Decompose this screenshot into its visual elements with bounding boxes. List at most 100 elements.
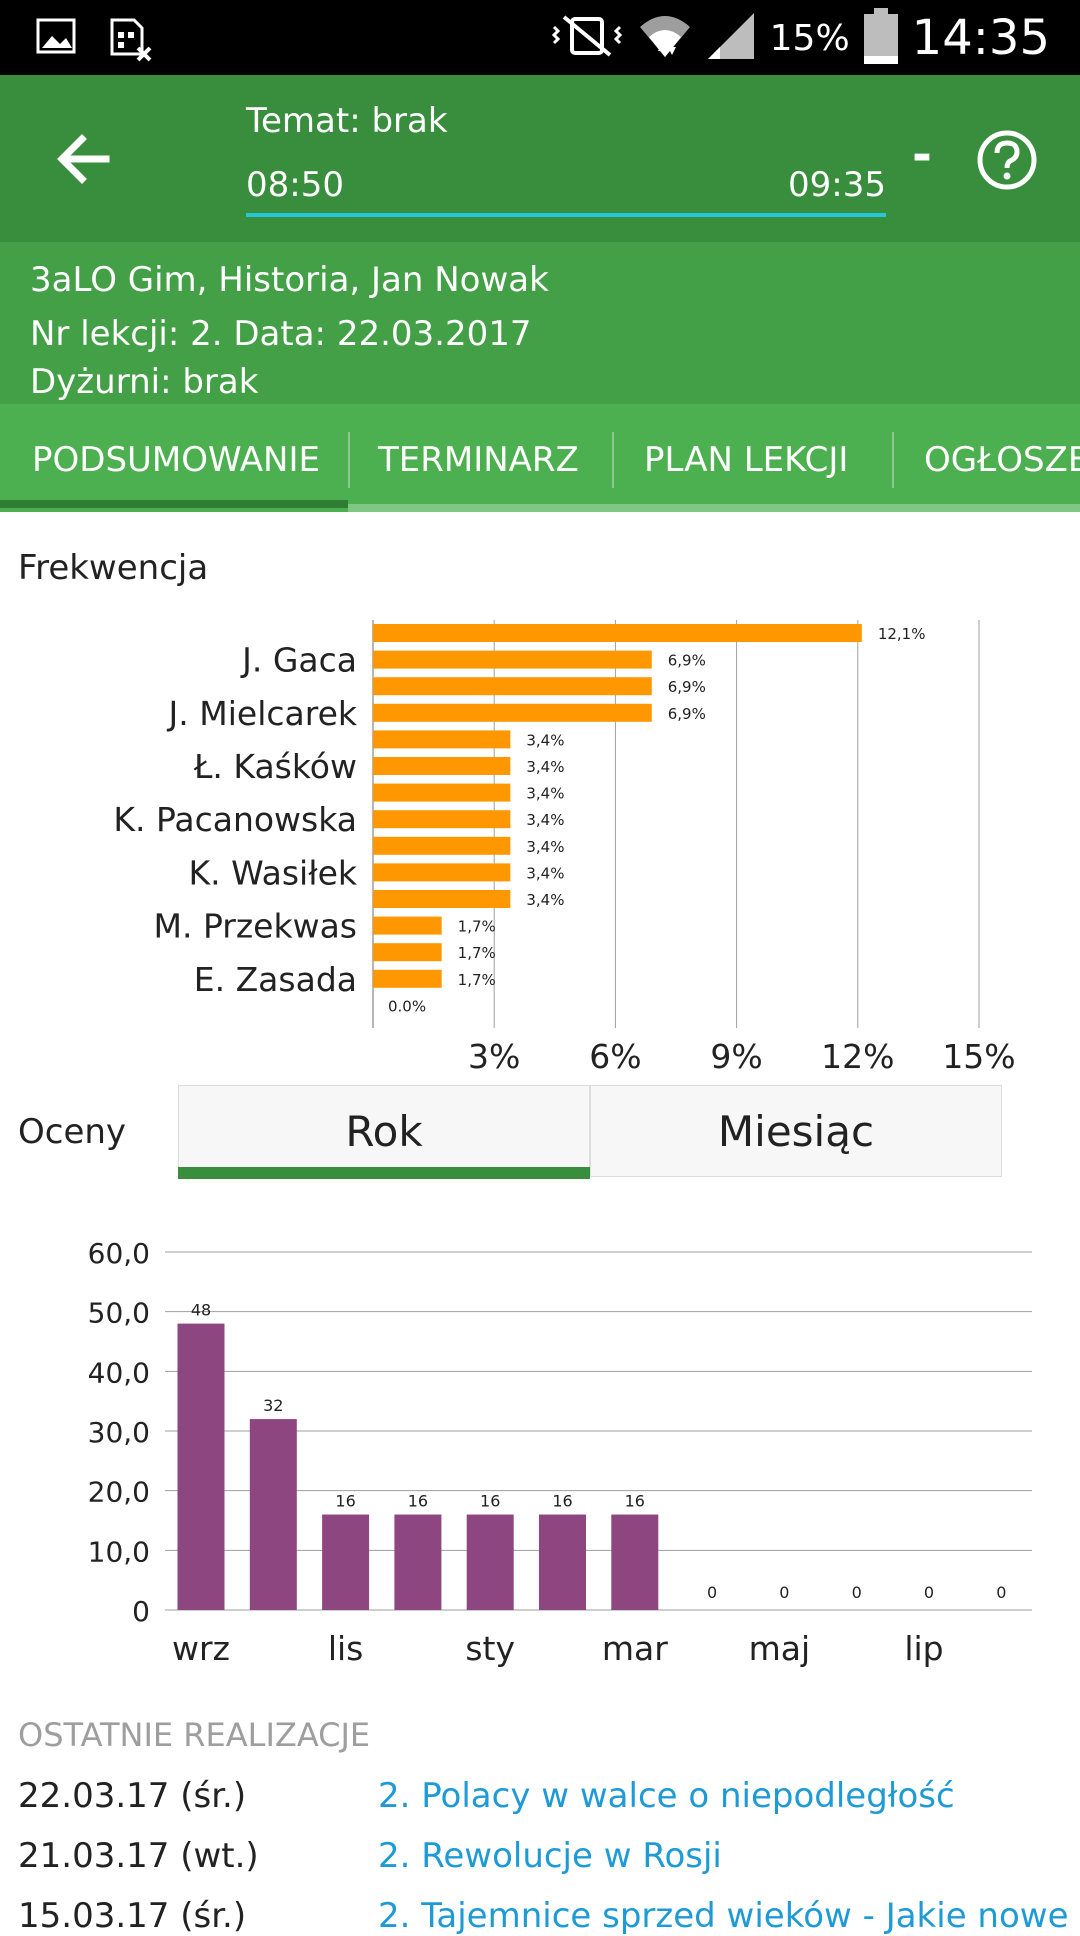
y-tick-label: 60,0: [88, 1237, 150, 1270]
tab-summary[interactable]: PODSUMOWANIE: [32, 440, 320, 480]
x-tick-label: lip: [904, 1629, 943, 1668]
recent-link[interactable]: 2. Polacy w walce o niepodległość: [378, 1776, 955, 1816]
bar-value-label: 3,4%: [526, 758, 564, 776]
bar-value-label: 3,4%: [526, 785, 564, 803]
x-tick-label: 3%: [468, 1037, 520, 1076]
bar-value-label: 0: [852, 1583, 862, 1602]
bar-value-label: 0: [779, 1583, 789, 1602]
bar-value-label: 3,4%: [526, 838, 564, 856]
category-label: K. Wasiłek: [188, 853, 357, 892]
bar-value-label: 3,4%: [526, 891, 564, 909]
segment-indicator: [178, 1167, 590, 1179]
bar-value-label: 6,9%: [668, 652, 706, 670]
battery-icon: [863, 8, 898, 68]
time-end[interactable]: 09:35: [788, 165, 886, 205]
bar: [322, 1514, 370, 1610]
bar: [373, 863, 511, 882]
x-tick-label: 6%: [589, 1037, 641, 1076]
bar-value-label: 16: [480, 1492, 500, 1511]
bar: [539, 1514, 586, 1610]
bar: [373, 836, 511, 855]
segment-year[interactable]: Rok: [178, 1085, 590, 1177]
bar: [177, 1323, 225, 1610]
lesson-topic[interactable]: Temat: brak: [246, 101, 448, 141]
bar: [373, 730, 511, 749]
lesson-class-subject: 3aLO Gim, Historia, Jan Nowak: [30, 260, 549, 300]
x-tick-label: 12%: [821, 1037, 894, 1076]
bar-value-label: 0: [924, 1583, 934, 1602]
bar: [373, 890, 511, 908]
y-tick-label: 0: [132, 1595, 150, 1628]
bar-value-label: 6,9%: [668, 705, 706, 723]
bar: [373, 916, 442, 935]
lesson-duty: Dyżurni: brak: [30, 362, 259, 402]
bar-value-label: 1,7%: [458, 971, 496, 989]
grades-label: Oceny: [18, 1112, 127, 1152]
recent-link[interactable]: 2. Rewolucje w Rosji: [378, 1836, 722, 1876]
bar-value-label: 3,4%: [526, 731, 564, 749]
bar: [373, 783, 511, 802]
category-label: E. Zasada: [194, 960, 357, 999]
bar: [373, 757, 511, 775]
x-tick-label: sty: [465, 1629, 515, 1668]
bar-value-label: 16: [625, 1492, 645, 1511]
status-bar: 15% 14:35: [0, 0, 1080, 75]
x-tick-label: 9%: [710, 1037, 762, 1076]
time-start[interactable]: 08:50: [246, 165, 344, 205]
vibrate-mute-icon: [550, 13, 624, 63]
category-label: J. Mielcarek: [167, 694, 358, 733]
signal-icon: [706, 11, 756, 65]
bar: [466, 1514, 514, 1610]
recent-date: 21.03.17 (wt.): [18, 1836, 259, 1876]
lesson-info: 3aLO Gim, Historia, Jan Nowak Nr lekcji:…: [0, 242, 1080, 404]
bar-value-label: 0: [707, 1583, 717, 1602]
segment-month[interactable]: Miesiąc: [590, 1085, 1002, 1177]
grades-chart-svg: 0 10,0 20,0 30,0 40,0 50,0 60,0 48 wrz 32 16 lis 16 1…: [88, 1237, 1032, 1668]
lesson-number-date: Nr lekcji: 2. Data: 22.03.2017: [30, 314, 532, 354]
category-label: M. Przekwas: [154, 907, 357, 946]
bar: [373, 943, 442, 962]
y-tick-label: 50,0: [88, 1297, 150, 1330]
category-label: K. Pacanowska: [113, 800, 357, 839]
bar-value-label: 12,1%: [878, 625, 926, 643]
bar-value-label: 16: [335, 1492, 355, 1511]
bar-value-label: 16: [552, 1492, 572, 1511]
bar-value-label: 3,4%: [526, 864, 564, 882]
sim-card-off-icon: [108, 18, 154, 66]
tab-announcements[interactable]: OGŁOSZE: [924, 440, 1080, 480]
bar-value-label: 48: [191, 1301, 211, 1320]
bar: [373, 810, 511, 829]
y-tick-label: 10,0: [88, 1535, 150, 1568]
recent-date: 22.03.17 (śr.): [18, 1776, 247, 1816]
battery-percent: 15%: [769, 17, 850, 59]
back-button[interactable]: [52, 127, 116, 191]
tab-indicator: [0, 500, 348, 508]
recent-title: OSTATNIE REALIZACJE: [18, 1716, 371, 1754]
bar-value-label: 0.0%: [388, 997, 426, 1015]
help-circle-icon: [977, 130, 1037, 190]
wifi-icon: [638, 11, 692, 65]
attendance-chart: 12,1% 6,9% 6,9% 6,9% 3,4% 3,4% 3,4% 3,4% 3,4% 3,4…: [0, 600, 1080, 1080]
help-button[interactable]: [976, 129, 1038, 191]
attendance-chart-svg: 12,1% 6,9% 6,9% 6,9% 3,4% 3,4% 3,4% 3,4% 3,4% 3,4…: [113, 620, 1016, 1076]
tab-bar-bottom: [348, 504, 1080, 512]
dash-button[interactable]: -: [912, 127, 932, 183]
recent-link[interactable]: 2. Tajemnice sprzed wieków - Jakie nowe: [378, 1896, 1069, 1936]
lesson-time-field[interactable]: 08:50 09:35: [246, 159, 886, 217]
bar: [373, 624, 862, 642]
x-tick-label: wrz: [172, 1629, 230, 1668]
tab-schedule[interactable]: TERMINARZ: [378, 440, 579, 480]
bar-value-label: 32: [263, 1396, 283, 1415]
attendance-label: Frekwencja: [18, 548, 209, 588]
tab-bar: PODSUMOWANIE TERMINARZ PLAN LEKCJI OGŁOS…: [0, 404, 1080, 512]
x-tick-label: 15%: [942, 1037, 1015, 1076]
bar-value-label: 6,9%: [668, 678, 706, 696]
bar-value-label: 0: [996, 1583, 1006, 1602]
y-tick-label: 40,0: [88, 1356, 150, 1389]
image-icon: [36, 18, 76, 66]
y-tick-label: 30,0: [88, 1416, 150, 1449]
bar: [373, 969, 442, 988]
grades-chart: 0 10,0 20,0 30,0 40,0 50,0 60,0 48 wrz 32 16 lis 16 1…: [0, 1220, 1080, 1690]
tab-lesson-plan[interactable]: PLAN LEKCJI: [644, 440, 849, 480]
bar-value-label: 3,4%: [526, 811, 564, 829]
